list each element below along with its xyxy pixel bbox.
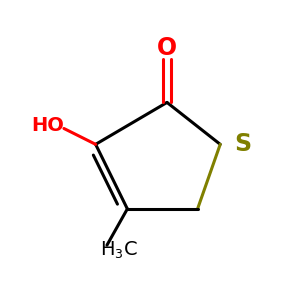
Text: S: S [234,132,251,156]
Text: H: H [100,240,114,259]
Text: 3: 3 [114,248,122,261]
Text: HO: HO [31,116,64,135]
Text: C: C [124,240,138,259]
Text: O: O [157,36,177,60]
